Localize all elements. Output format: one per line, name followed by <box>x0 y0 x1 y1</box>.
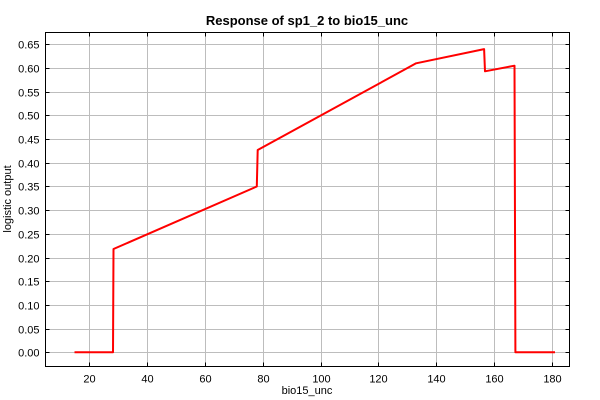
y-tick-label: 0.35 <box>18 182 39 194</box>
chart-title: Response of sp1_2 to bio15_unc <box>206 13 408 28</box>
y-tick-label: 0.60 <box>18 64 39 76</box>
y-axis-label: logistic output <box>2 165 14 232</box>
y-tick-label: 0.05 <box>18 325 39 337</box>
x-tick-label: 160 <box>485 374 503 386</box>
x-tick-label: 80 <box>257 374 269 386</box>
x-tick-label: 20 <box>83 374 95 386</box>
y-tick-label: 0.20 <box>18 254 39 266</box>
y-tick-label: 0.45 <box>18 135 39 147</box>
y-tick-label: 0.10 <box>18 301 39 313</box>
y-tick-label: 0.00 <box>18 348 39 360</box>
x-axis-label: bio15_unc <box>282 385 333 397</box>
y-tick-labels: 0.00 0.05 0.10 0.15 0.20 0.25 0.30 0.35 0.40 0.45… <box>18 40 39 360</box>
y-tick-label: 0.25 <box>18 230 39 242</box>
axis-ticks <box>45 32 570 367</box>
y-tick-label: 0.55 <box>18 88 39 100</box>
x-tick-labels: 20 40 60 80 100 120 140 160 180 <box>83 374 561 386</box>
series-layer <box>74 48 555 354</box>
y-tick-label: 0.15 <box>18 277 39 289</box>
x-tick-label: 40 <box>141 374 153 386</box>
y-tick-label: 0.50 <box>18 111 39 123</box>
x-tick-label: 120 <box>369 374 387 386</box>
y-tick-label: 0.40 <box>18 159 39 171</box>
plot-frame <box>45 32 570 367</box>
x-tick-label: 60 <box>199 374 211 386</box>
x-tick-label: 140 <box>427 374 445 386</box>
y-tick-label: 0.65 <box>18 40 39 52</box>
y-tick-label: 0.30 <box>18 206 39 218</box>
x-tick-label: 180 <box>543 374 561 386</box>
grid-lines <box>45 32 570 367</box>
x-tick-label: 100 <box>312 374 330 386</box>
response-line <box>74 48 555 354</box>
